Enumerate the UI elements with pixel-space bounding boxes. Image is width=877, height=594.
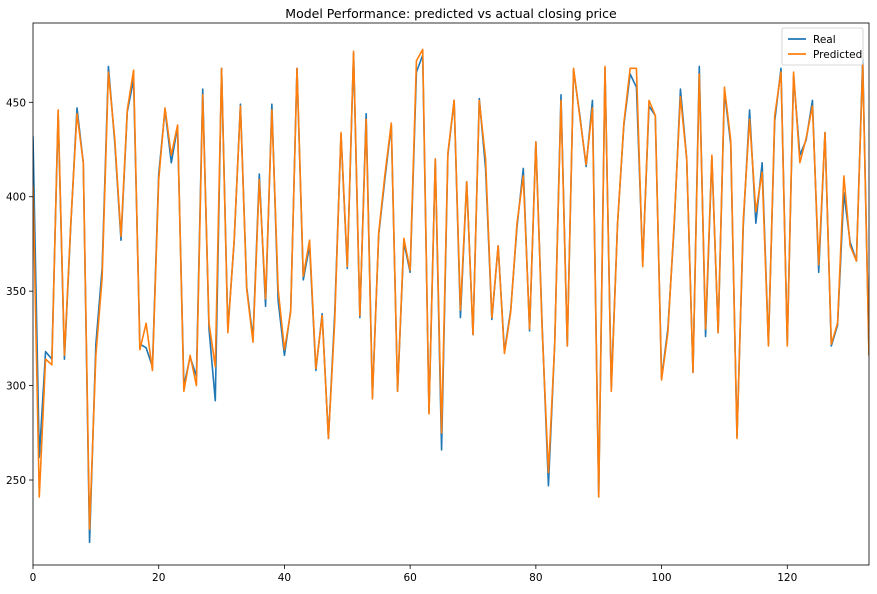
x-tick-label: 60 — [403, 572, 416, 584]
legend: Real Predicted — [781, 27, 864, 66]
plot-area — [32, 22, 870, 566]
y-tick-label: 250 — [6, 475, 26, 487]
plot-frame — [32, 22, 870, 566]
x-tick-label: 120 — [777, 572, 797, 584]
legend-label-real: Real — [813, 34, 836, 46]
series-group — [33, 48, 869, 544]
x-tick-label: 40 — [278, 572, 291, 584]
y-axis: 250 300 350 400 450 — [6, 97, 33, 487]
y-tick-label: 400 — [6, 192, 26, 204]
x-tick-label: 20 — [152, 572, 165, 584]
x-tick-label: 100 — [652, 572, 672, 584]
series-line-predicted — [33, 48, 869, 530]
chart-title: Model Performance: predicted vs actual c… — [285, 6, 617, 21]
legend-label-predicted: Predicted — [813, 49, 862, 61]
x-axis: 0 20 40 60 80 100 120 — [30, 565, 797, 584]
legend-box — [781, 27, 864, 66]
x-tick-label: 80 — [529, 572, 542, 584]
y-tick-label: 350 — [6, 286, 26, 298]
y-tick-label: 300 — [6, 381, 26, 393]
x-tick-label: 0 — [30, 572, 37, 584]
y-tick-label: 450 — [6, 97, 26, 109]
